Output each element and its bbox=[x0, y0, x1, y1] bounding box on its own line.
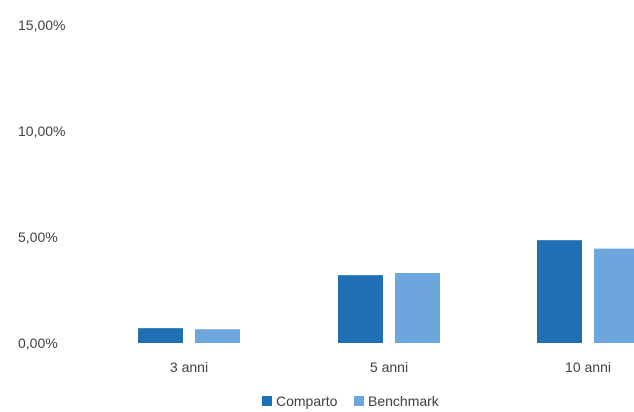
bar-benchmark-3 bbox=[594, 248, 634, 343]
legend-swatch-comparto bbox=[262, 396, 272, 406]
y-tick-label: 5,00% bbox=[18, 229, 58, 245]
y-axis: 0,00% 5,00% 10,00% 15,00% bbox=[18, 17, 65, 351]
bar-comparto-3 bbox=[537, 240, 582, 343]
y-tick-label: 15,00% bbox=[18, 17, 65, 33]
bars-group bbox=[138, 240, 634, 343]
legend: Comparto Benchmark bbox=[262, 393, 440, 409]
bar-benchmark-1 bbox=[195, 329, 240, 343]
legend-label-benchmark: Benchmark bbox=[368, 393, 440, 409]
bar-comparto-1 bbox=[138, 328, 183, 343]
bar-comparto-2 bbox=[338, 275, 383, 343]
x-axis: 3 anni 5 anni 10 anni bbox=[170, 359, 611, 375]
x-tick-label: 10 anni bbox=[565, 359, 611, 375]
x-tick-label: 5 anni bbox=[370, 359, 408, 375]
y-tick-label: 0,00% bbox=[18, 335, 58, 351]
y-tick-label: 10,00% bbox=[18, 123, 65, 139]
legend-swatch-benchmark bbox=[354, 396, 364, 406]
legend-label-comparto: Comparto bbox=[276, 393, 338, 409]
x-tick-label: 3 anni bbox=[170, 359, 208, 375]
bar-benchmark-2 bbox=[395, 273, 440, 343]
